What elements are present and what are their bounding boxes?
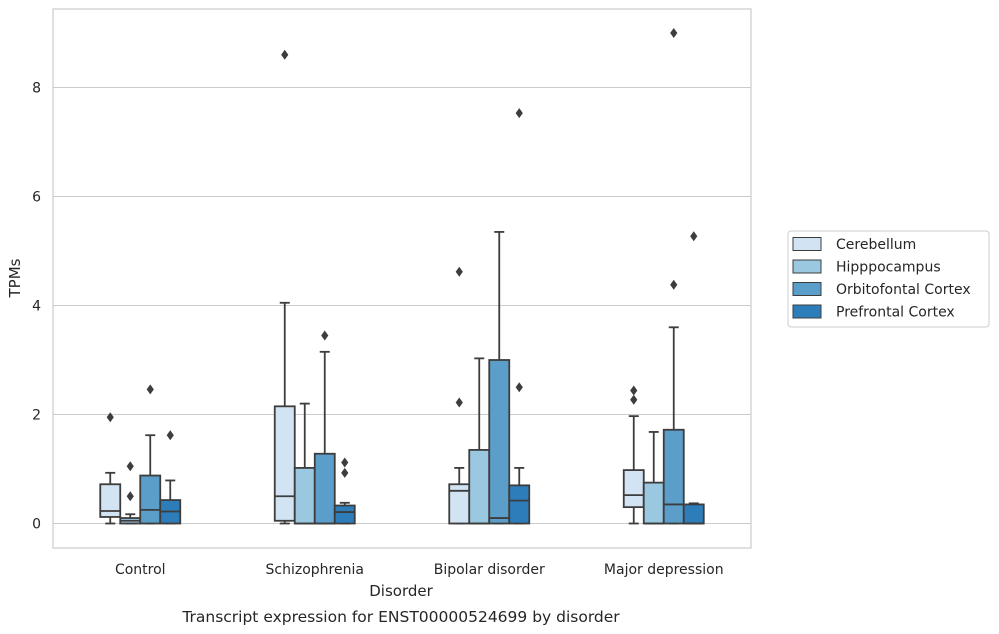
box-orbitofontal-cortex (313, 330, 336, 525)
y-axis-title: TPMs (6, 258, 24, 298)
x-tick-label: Schizophrenia (266, 562, 364, 578)
outlier-point (166, 430, 174, 441)
legend-label: Cerebellum (836, 237, 916, 253)
legend-swatch (792, 282, 822, 296)
outlier-point (146, 384, 154, 395)
box-cerebellum (448, 266, 471, 525)
x-axis-title: Disorder (369, 582, 433, 600)
boxes (99, 28, 705, 525)
plot-frame (52, 8, 752, 549)
box-body (313, 452, 336, 525)
box-prefrontal-cortex (333, 457, 356, 525)
y-tick-label: 0 (32, 517, 41, 533)
outlier-point (321, 330, 329, 341)
outlier-point (281, 49, 289, 60)
box-prefrontal-cortex (159, 430, 182, 525)
box-body (682, 503, 705, 525)
outlier-point (455, 397, 463, 408)
y-tick-label: 6 (32, 190, 41, 206)
box-cerebellum (622, 385, 645, 525)
legend-swatch (792, 259, 822, 274)
outlier-point (630, 394, 638, 405)
legend-swatch (792, 237, 822, 251)
x-tick-labels: Control Schizophrenia Bipolar disorder Majo… (115, 562, 724, 578)
outlier-point (126, 491, 134, 502)
legend-frame (787, 230, 990, 328)
legend-label: Hipppocampus (836, 260, 941, 276)
y-tick-label: 2 (32, 408, 41, 424)
x-tick-label: Bipolar disorder (434, 562, 545, 578)
x-tick-label: Major depression (604, 562, 724, 578)
box-hipppocampus (468, 357, 491, 525)
outlier-point (515, 382, 523, 393)
box-body (508, 484, 531, 525)
box-hipppocampus (119, 461, 142, 525)
outlier-point (126, 461, 134, 472)
box-body (273, 405, 296, 522)
box-orbitofontal-cortex (139, 384, 162, 525)
legend-label: Orbitofontal Cortex (836, 282, 971, 298)
box-body (293, 467, 316, 525)
outlier-point (670, 28, 678, 38)
box-prefrontal-cortex (508, 108, 531, 525)
x-tick-label: Control (115, 562, 166, 578)
box-body (468, 449, 491, 525)
box-cerebellum (99, 412, 122, 525)
box-body (139, 474, 162, 525)
box-body (99, 483, 122, 518)
box-body (662, 428, 685, 525)
gridlines (53, 86, 751, 525)
y-tick-labels: 0 2 4 6 8 (32, 81, 41, 533)
box-cerebellum (273, 49, 296, 525)
box-prefrontal-cortex (682, 231, 705, 525)
y-tick-label: 4 (32, 299, 41, 315)
box-body (642, 481, 665, 525)
outlier-point (670, 279, 678, 290)
outlier-point (341, 457, 349, 468)
outlier-point (341, 467, 349, 478)
box-body (488, 359, 511, 525)
box-orbitofontal-cortex (488, 231, 511, 525)
outlier-point (690, 231, 698, 242)
box-hipppocampus (293, 402, 316, 525)
y-tick-label: 8 (32, 81, 41, 97)
outlier-point (630, 385, 638, 396)
legend: Cerebellum Hipppocampus Orbitofontal Corte… (787, 230, 990, 328)
figure-caption: Transcript expression for ENST0000052469… (181, 608, 620, 626)
legend-swatch (792, 304, 822, 319)
box-hipppocampus (642, 431, 665, 525)
outlier-point (106, 412, 114, 423)
outlier-point (515, 108, 523, 119)
box-body (622, 469, 645, 509)
legend-label: Prefrontal Cortex (836, 305, 955, 321)
box-body (333, 504, 356, 525)
outlier-point (455, 266, 463, 277)
box-orbitofontal-cortex (662, 28, 685, 525)
